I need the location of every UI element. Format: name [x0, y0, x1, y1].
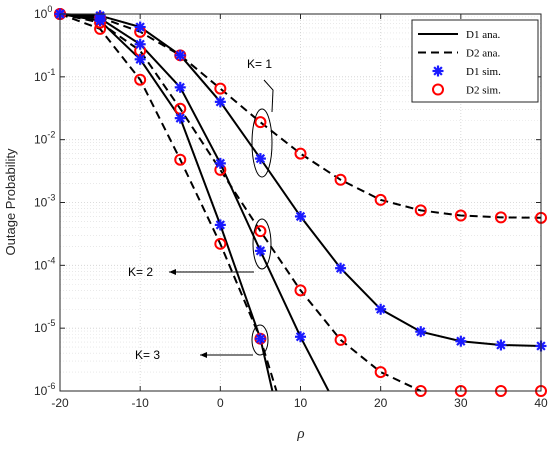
y-tick-label: 10-1 [34, 67, 55, 84]
data-point-d2-sim [374, 366, 387, 379]
data-point-d2-sim [414, 204, 427, 217]
star-stroke [215, 97, 226, 107]
data-point-d1-sim [214, 96, 226, 108]
x-tick-label: 40 [534, 396, 548, 410]
y-tick-label: 10-3 [34, 193, 55, 210]
y-tick-label: 10-5 [34, 318, 55, 335]
star-stroke [375, 304, 386, 314]
data-point-d2-sim [254, 116, 267, 129]
axes: -20 -10 0 10 20 30 40 100 10-1 10-2 10-3 10-4 10-5 10… [34, 4, 548, 410]
data-point-d2-sim [334, 333, 347, 346]
data-point-d1-sim [174, 112, 186, 124]
data-point-d1-sim [254, 333, 266, 345]
star-stroke [175, 82, 185, 93]
k2-ellipse [252, 218, 272, 270]
data-point-d2-sim [214, 237, 227, 250]
data-point-d2-sim [174, 153, 187, 166]
data-point-d1-sim [94, 15, 106, 27]
data-point-d2-sim [214, 82, 227, 95]
legend-swatch-circle [432, 83, 444, 96]
data-point-d2-sim [254, 225, 267, 238]
y-tick-label: 10-2 [34, 130, 55, 147]
legend-label: D2 ana. [466, 48, 500, 60]
data-point-d2-sim [294, 284, 307, 297]
data-point-d1-sim [295, 331, 306, 343]
data-point-d1-sim [214, 219, 226, 231]
data-point-d1-sim [254, 245, 266, 257]
star-stroke [295, 332, 306, 342]
k2-label: K= 2 [128, 265, 153, 279]
x-tick-label: 10 [294, 396, 308, 410]
star-stroke [456, 336, 466, 346]
star-stroke [255, 334, 266, 344]
data-point-d2-sim [294, 147, 307, 160]
data-point-d1-sim [214, 157, 226, 169]
y-tick-label: 100 [34, 4, 52, 21]
k3-label: K= 3 [135, 348, 160, 362]
legend-swatch-star [432, 65, 444, 77]
legend-label: D2 sim. [466, 85, 501, 97]
star-stroke [135, 54, 145, 64]
y-axis-title: Outage Probability [3, 148, 18, 255]
k3-ellipse [251, 324, 269, 356]
star-stroke [496, 340, 506, 350]
data-point-d1-sim [254, 153, 266, 165]
data-point-d2-sim [374, 193, 387, 206]
star-stroke [255, 246, 266, 256]
star-stroke [135, 22, 145, 32]
k1-ellipse [251, 108, 273, 178]
star-stroke [255, 153, 266, 164]
y-tick-label: 10-6 [34, 381, 55, 398]
x-tick-label: 0 [217, 396, 224, 410]
data-point-d2-sim [134, 73, 147, 86]
data-point-d1-sim [174, 49, 186, 61]
y-tick-label: 10-4 [34, 255, 55, 272]
x-tick-label: -20 [51, 396, 69, 410]
data-point-d1-sim [375, 303, 387, 315]
data-point-d1-sim [415, 326, 427, 338]
star-stroke [433, 66, 443, 76]
data-point-d1-sim [134, 53, 146, 65]
grid [59, 13, 542, 392]
data-point-d1-sim [174, 81, 186, 93]
k1-pointer [263, 79, 274, 113]
star-stroke [95, 16, 105, 26]
star-stroke [135, 39, 145, 49]
star-stroke [295, 211, 306, 222]
data-point-d1-sim [134, 38, 146, 50]
x-tick-label: -10 [131, 396, 149, 410]
k1-label: K= 1 [247, 57, 272, 71]
series-line-dashed-k2 [59, 13, 422, 392]
series-line-solid-k2 [59, 13, 330, 392]
data-point-d1-sim [134, 21, 146, 33]
data-point-d2-sim [494, 211, 507, 224]
annotation-layer: K= 1 K= 2 K= 3 [128, 57, 274, 362]
star-stroke [215, 158, 226, 169]
star-stroke [416, 326, 426, 337]
data-point-d1-sim [495, 339, 507, 351]
data-point-d1-sim [335, 262, 347, 274]
data-point-d1-sim [455, 335, 467, 347]
legend: D1 ana. D2 ana. D1 sim. D2 sim. [411, 19, 539, 103]
legend-label: D1 ana. [466, 29, 500, 41]
legend-label: D1 sim. [466, 66, 501, 78]
star-stroke [215, 220, 226, 230]
star-stroke [175, 113, 185, 123]
star-stroke [175, 50, 185, 60]
x-tick-label: 30 [454, 396, 468, 410]
data-point-d2-sim [454, 209, 467, 222]
star-stroke [335, 263, 346, 273]
x-tick-label: 20 [374, 396, 388, 410]
data-point-d2-sim [334, 173, 347, 186]
x-axis-title: ρ [296, 426, 304, 442]
data-point-d1-sim [295, 210, 306, 222]
